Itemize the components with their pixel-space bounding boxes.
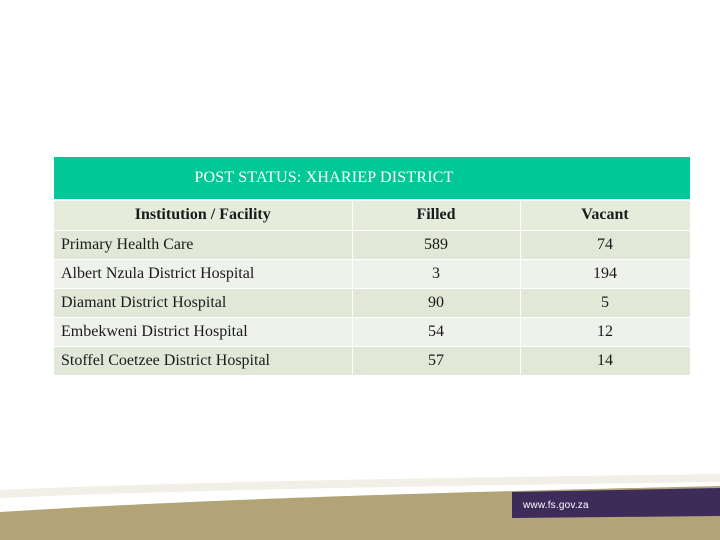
cell-name: Diamant District Hospital bbox=[54, 288, 353, 318]
cell-name: Albert Nzula District Hospital bbox=[54, 259, 353, 289]
cell-name: Primary Health Care bbox=[54, 230, 353, 260]
footer-band bbox=[0, 472, 720, 540]
header-row: Institution / Facility Filled Vacant bbox=[54, 199, 691, 231]
table-title-text: POST STATUS: XHARIEP DISTRICT bbox=[194, 169, 454, 186]
table-row: Diamant District Hospital 90 5 bbox=[54, 288, 691, 318]
website-url[interactable]: www.fs.gov.za bbox=[523, 500, 589, 511]
header-vacant: Vacant bbox=[520, 199, 691, 231]
cell-filled: 90 bbox=[352, 288, 521, 318]
cell-name: Stoffel Coetzee District Hospital bbox=[54, 346, 353, 376]
table-title: POST STATUS: XHARIEP DISTRICT bbox=[54, 157, 690, 199]
table-row: Embekweni District Hospital 54 12 bbox=[54, 317, 691, 347]
cell-filled: 3 bbox=[352, 259, 521, 289]
cell-vacant: 74 bbox=[520, 230, 691, 260]
footer-wave-graphic bbox=[0, 474, 720, 540]
header-institution: Institution / Facility bbox=[54, 199, 353, 231]
data-table: Institution / Facility Filled Vacant Pri… bbox=[54, 199, 691, 376]
table-row: Primary Health Care 589 74 bbox=[54, 230, 691, 260]
post-status-table: POST STATUS: XHARIEP DISTRICT Institutio… bbox=[54, 157, 691, 376]
cell-vacant: 5 bbox=[520, 288, 691, 318]
cell-vacant: 194 bbox=[520, 259, 691, 289]
cell-filled: 54 bbox=[352, 317, 521, 347]
cell-filled: 589 bbox=[352, 230, 521, 260]
cell-name: Embekweni District Hospital bbox=[54, 317, 353, 347]
header-filled: Filled bbox=[352, 199, 521, 231]
cell-vacant: 14 bbox=[520, 346, 691, 376]
table-row: Stoffel Coetzee District Hospital 57 14 bbox=[54, 346, 691, 376]
cell-filled: 57 bbox=[352, 346, 521, 376]
table-row: Albert Nzula District Hospital 3 194 bbox=[54, 259, 691, 289]
cell-vacant: 12 bbox=[520, 317, 691, 347]
